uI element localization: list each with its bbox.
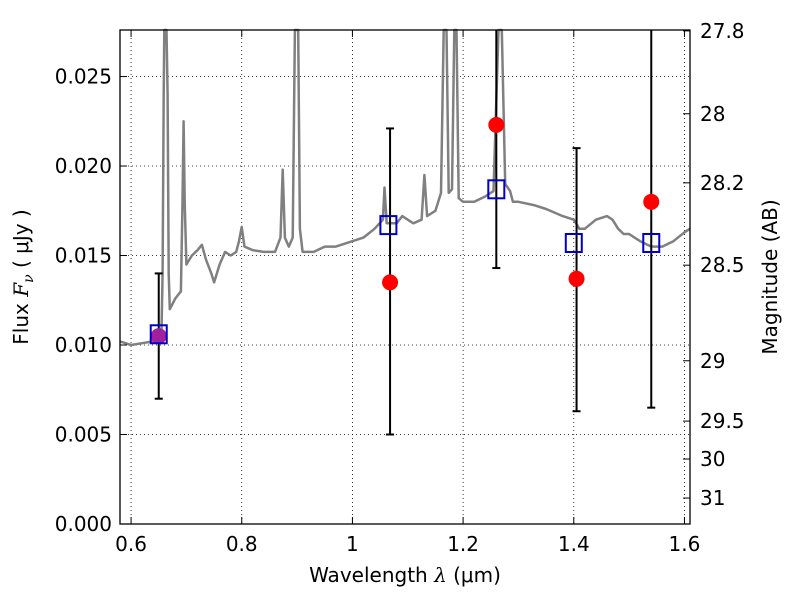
observed-point <box>150 328 167 345</box>
right-tick-label: 30 <box>700 447 725 471</box>
observed-point <box>568 270 585 287</box>
x-tick-label: 1 <box>346 532 359 556</box>
y-tick-label: 0.005 <box>55 423 112 447</box>
y-tick-label: 0.020 <box>55 154 112 178</box>
synthetic-point <box>487 179 506 200</box>
ticks-group: 0.6 0.8 1 1.2 1.4 1.6 0.000 0.005 0.010 0.015 0.02… <box>55 19 745 556</box>
right-tick-label: 29.5 <box>700 409 745 433</box>
observed-point <box>382 274 399 291</box>
x-tick-label: 1.2 <box>447 532 479 556</box>
plot-background <box>120 30 690 524</box>
x-tick-label: 0.6 <box>115 532 147 556</box>
plot-frame <box>119 29 691 525</box>
synthetic-point <box>149 324 168 345</box>
right-axis-label: Magnitude (AB) <box>758 199 782 354</box>
x-axis-label: Wavelength λ (μm) <box>309 563 501 587</box>
right-tick-label: 28.2 <box>700 171 745 195</box>
synthetic-point <box>642 232 661 253</box>
right-tick-label: 27.8 <box>700 19 745 43</box>
right-tick-label: 28 <box>700 102 725 126</box>
observed-point <box>643 193 660 210</box>
right-tick-label: 29 <box>700 349 725 373</box>
y-tick-label: 0.010 <box>55 333 112 357</box>
observed-point <box>488 116 505 133</box>
observed-points-group <box>150 116 660 345</box>
model-spectrum-line <box>119 28 691 347</box>
right-tick-label: 31 <box>700 486 725 510</box>
model-spectrum-group <box>119 28 691 347</box>
y-tick-label: 0.025 <box>55 65 112 89</box>
y-tick-label: 0.015 <box>55 244 112 268</box>
synthetic-point <box>379 215 398 236</box>
x-tick-label: 1.6 <box>669 532 701 556</box>
grid <box>120 30 690 524</box>
synthetic-points-group <box>149 179 661 345</box>
y-tick-label: 0.000 <box>55 512 112 536</box>
y-axis-label: Flux Fν ( μJy ) <box>9 209 37 344</box>
x-tick-label: 1.4 <box>558 532 590 556</box>
synthetic-point <box>564 232 583 253</box>
right-tick-label: 28.5 <box>700 253 745 277</box>
x-tick-label: 0.8 <box>226 532 258 556</box>
